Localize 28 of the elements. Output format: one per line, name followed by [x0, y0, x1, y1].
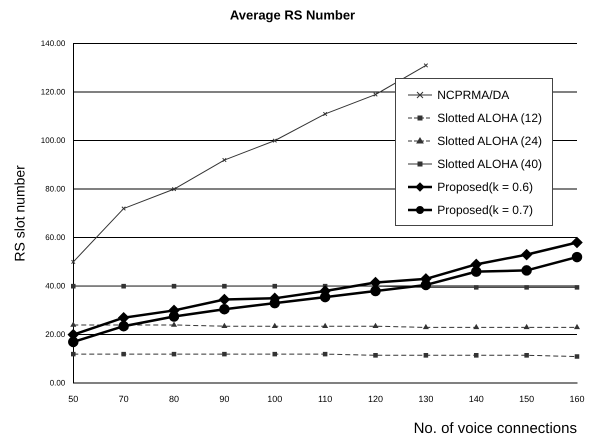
y-axis-title: RS slot number	[11, 164, 28, 262]
y-tick-label: 120.00	[40, 87, 66, 96]
legend-label: Slotted ALOHA (40)	[437, 156, 542, 170]
legend-label: Proposed(k = 0.6)	[437, 180, 533, 194]
y-tick-label: 0.00	[50, 378, 66, 388]
chart-title: Average RS Number	[230, 7, 356, 22]
x-tick-label: 70	[118, 394, 129, 404]
legend-label: Proposed(k = 0.7)	[437, 202, 533, 216]
x-tick-label: 130	[418, 394, 434, 404]
x-tick-label: 150	[519, 394, 534, 404]
legend-label: Slotted ALOHA (12)	[437, 110, 542, 124]
x-tick-label: 90	[219, 394, 230, 404]
x-tick-label: 160	[569, 394, 585, 404]
y-tick-label: 80.00	[45, 184, 66, 194]
y-tick-label: 100.00	[40, 136, 66, 145]
y-tick-label: 60.00	[45, 232, 66, 242]
x-tick-label: 120	[368, 394, 384, 404]
x-axis-title: No. of voice connections	[414, 420, 577, 438]
x-tick-label: 50	[68, 394, 78, 404]
x-tick-label: 140	[468, 394, 484, 404]
y-tick-label: 140.00	[40, 38, 66, 48]
legend-label: Slotted ALOHA (24)	[437, 134, 542, 148]
x-tick-label: 80	[169, 394, 180, 404]
x-tick-label: 110	[318, 394, 332, 404]
y-tick-label: 40.00	[45, 281, 66, 290]
x-tick-label: 100	[267, 394, 282, 404]
y-tick-label: 20.00	[45, 330, 66, 339]
legend-label: NCPRMA/DA	[437, 88, 510, 102]
